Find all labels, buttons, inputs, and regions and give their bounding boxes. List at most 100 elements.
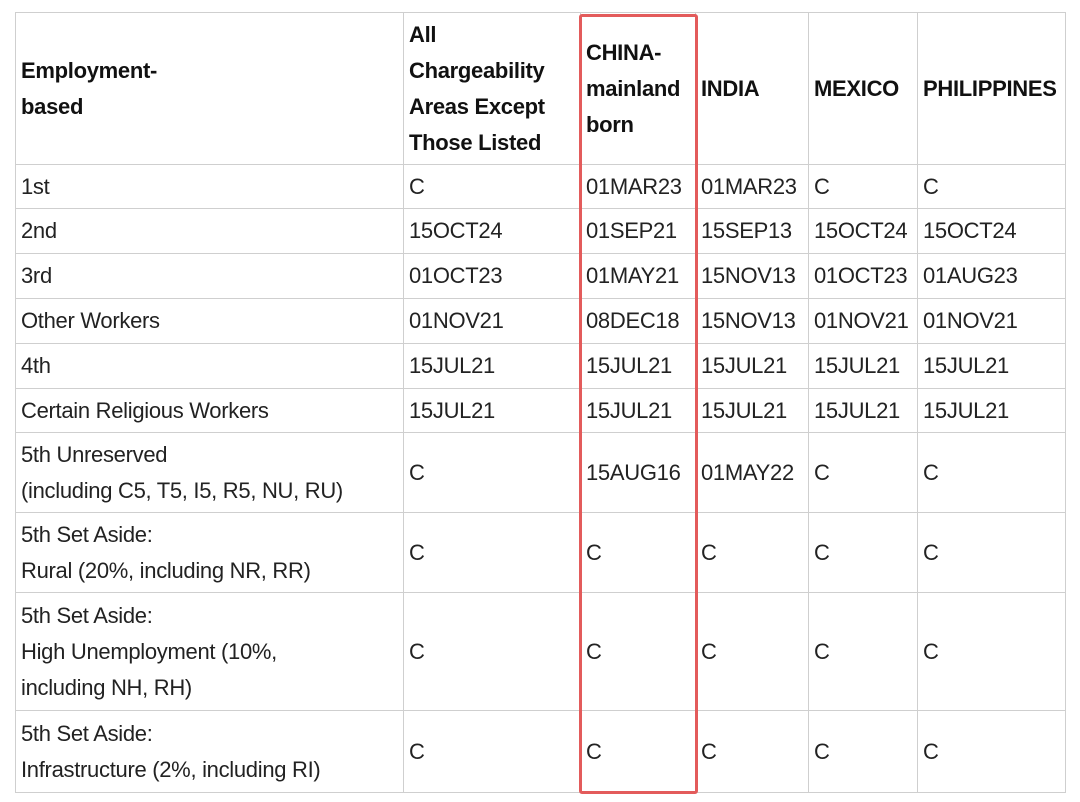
cell-text: based [21, 93, 84, 119]
row-label: 5th Set Aside: Rural (20%, including NR, … [15, 512, 404, 593]
date-cell: 15NOV13 [695, 253, 809, 299]
table-row: 4th 15JUL21 15JUL21 15JUL21 15JUL21 15JUL21 [15, 343, 1066, 389]
header-cell: MEXICO [808, 12, 918, 165]
cell-text: All [409, 21, 437, 47]
date-cell: 15JUL21 [580, 388, 696, 433]
cell-text: C [814, 459, 830, 485]
table-row: Other Workers 01NOV21 08DEC18 15NOV13 01NOV2… [15, 298, 1066, 344]
row-label: Other Workers [15, 298, 404, 344]
date-cell: 15JUL21 [403, 388, 581, 433]
cell-text: INDIA [701, 75, 760, 101]
cell-text: 3rd [21, 263, 52, 288]
date-cell: 15JUL21 [403, 343, 581, 389]
date-cell: 08DEC18 [580, 298, 696, 344]
row-label: 2nd [15, 208, 404, 254]
cell-text: 5th Set Aside: [21, 602, 153, 628]
cell-text: High Unemployment (10%, [21, 638, 277, 664]
cell-text: 01MAR23 [586, 173, 682, 199]
date-cell: 15JUL21 [917, 343, 1066, 389]
date-cell: C [580, 710, 696, 793]
date-cell: C [403, 512, 581, 593]
date-cell: 01MAR23 [580, 164, 696, 209]
cell-text: C [814, 173, 830, 199]
cell-text: 15JUL21 [409, 397, 495, 423]
cell-text: 15JUL21 [586, 397, 672, 423]
date-cell: 01OCT23 [808, 253, 918, 299]
date-cell: C [808, 512, 918, 593]
date-cell: C [808, 164, 918, 209]
cell-text: Certain Religious Workers [21, 397, 269, 423]
cell-text: 15JUL21 [814, 353, 900, 378]
cell-text: 15JUL21 [814, 397, 900, 423]
cell-text: MEXICO [814, 75, 899, 101]
cell-text: PHILIPPINES [923, 75, 1057, 101]
cell-text: C [701, 738, 717, 764]
cell-text: C [586, 539, 602, 565]
cell-text: 15NOV13 [701, 263, 796, 288]
date-cell: 15OCT24 [917, 208, 1066, 254]
cell-text: Other Workers [21, 308, 160, 333]
date-cell: 01NOV21 [917, 298, 1066, 344]
cell-text: 01NOV21 [923, 308, 1018, 333]
date-cell: 15OCT24 [808, 208, 918, 254]
table-row: 3rd 01OCT23 01MAY21 15NOV13 01OCT23 01AUG23 [15, 253, 1066, 299]
date-cell: 01NOV21 [403, 298, 581, 344]
table-row: Certain Religious Workers 15JUL21 15JUL21 1… [15, 388, 1066, 433]
cell-text: C [409, 173, 425, 199]
header-row: Employment-based All Chargeability Areas Ex… [15, 12, 1066, 165]
cell-text: C [409, 459, 425, 485]
date-cell: 01AUG23 [917, 253, 1066, 299]
visa-bulletin-table: Employment-based All Chargeability Areas Ex… [15, 12, 1066, 793]
date-cell: C [580, 512, 696, 593]
date-cell: 15AUG16 [580, 432, 696, 513]
cell-text: 01MAY22 [701, 459, 794, 485]
header-cell: INDIA [695, 12, 809, 165]
row-label: 5th Unreserved (including C5, T5, I5, R5,… [15, 432, 404, 513]
table-row: 5th Unreserved (including C5, T5, I5, R5,… [15, 432, 1066, 513]
table-row: 5th Set Aside: Infrastructure (2%, includ… [15, 710, 1066, 793]
cell-text: 5th Set Aside: [21, 521, 153, 547]
date-cell: 15JUL21 [580, 343, 696, 389]
cell-text: mainland [586, 75, 681, 101]
cell-text: 5th Unreserved [21, 441, 168, 467]
cell-text: C [923, 539, 939, 565]
cell-text: 15JUL21 [923, 397, 1009, 423]
date-cell: C [403, 432, 581, 513]
table-row: 1st C 01MAR23 01MAR23 C C [15, 164, 1066, 209]
cell-text: C [701, 638, 717, 664]
date-cell: 01MAY21 [580, 253, 696, 299]
cell-text: 15OCT24 [814, 218, 908, 243]
date-cell: 15JUL21 [808, 388, 918, 433]
cell-text: 01OCT23 [409, 263, 503, 288]
cell-text: (including C5, T5, I5, R5, NU, RU) [21, 477, 343, 503]
cell-text: C [586, 638, 602, 664]
cell-text: C [923, 638, 939, 664]
cell-text: 01NOV21 [409, 308, 504, 333]
date-cell: 15NOV13 [695, 298, 809, 344]
cell-text: 15JUL21 [586, 353, 672, 378]
cell-text: C [409, 638, 425, 664]
cell-text: C [409, 539, 425, 565]
cell-text: C [814, 738, 830, 764]
table-row: 5th Set Aside: Rural (20%, including NR, … [15, 512, 1066, 593]
cell-text: 15SEP13 [701, 218, 792, 243]
date-cell: C [695, 512, 809, 593]
date-cell: 01OCT23 [403, 253, 581, 299]
date-cell: C [403, 164, 581, 209]
cell-text: 15JUL21 [701, 397, 787, 423]
row-label: 4th [15, 343, 404, 389]
cell-text: Those Listed [409, 129, 542, 155]
table-row: 2nd 15OCT24 01SEP21 15SEP13 15OCT24 15OCT24 [15, 208, 1066, 254]
cell-text: including NH, RH) [21, 674, 192, 700]
header-cell: PHILIPPINES [917, 12, 1066, 165]
row-label: 3rd [15, 253, 404, 299]
cell-text: 01MAY21 [586, 263, 679, 288]
cell-text: C [923, 173, 939, 199]
row-label: 5th Set Aside: High Unemployment (10%, inc… [15, 592, 404, 711]
header-cell: Employment-based [15, 12, 404, 165]
date-cell: C [808, 710, 918, 793]
date-cell: 15OCT24 [403, 208, 581, 254]
cell-text: 15AUG16 [586, 459, 681, 485]
cell-text: 15NOV13 [701, 308, 796, 333]
date-cell: C [917, 164, 1066, 209]
